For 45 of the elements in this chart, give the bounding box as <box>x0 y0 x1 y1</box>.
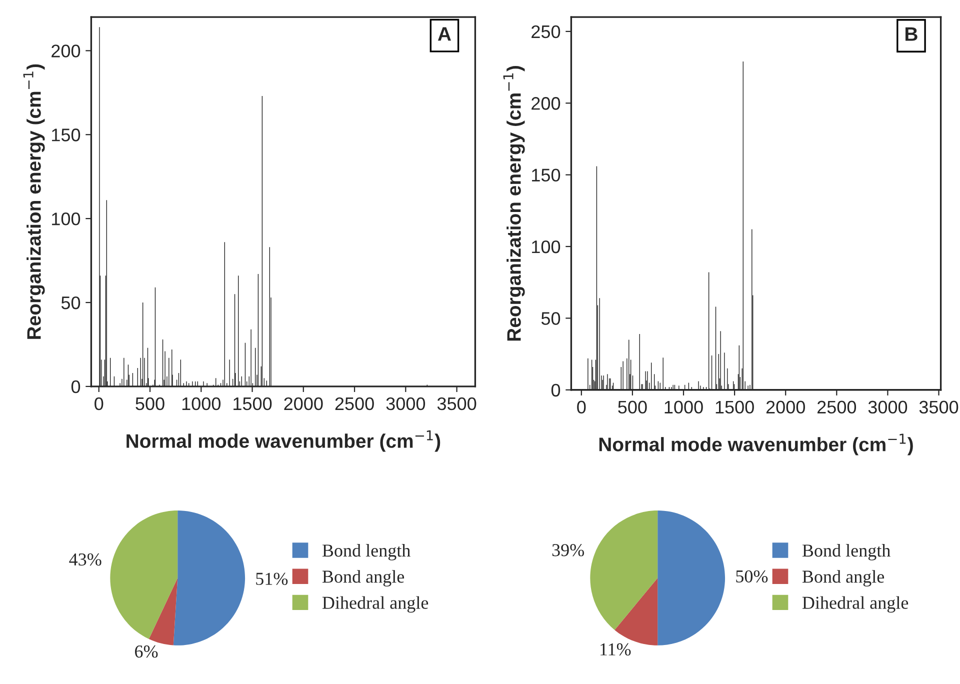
y-tick-label: 250 <box>532 25 560 38</box>
x-tick-label: 1000 <box>182 397 221 410</box>
x-axis-title: Normal mode wavenumber (cm$^{−1}$) <box>126 430 440 452</box>
y-tick-label: 150 <box>52 128 80 142</box>
y-tick-label: 200 <box>52 44 80 58</box>
x-tick-label: 1500 <box>234 397 272 410</box>
x-tick-label: 500 <box>136 397 164 410</box>
x-tick-label: 2000 <box>766 400 805 414</box>
data-label: 43% <box>69 553 102 566</box>
legend-label: Dihedral angle <box>322 596 428 613</box>
data-label: 39% <box>552 544 584 556</box>
x-tick-label: 500 <box>618 400 647 414</box>
legend-label: Dihedral angle <box>802 596 908 613</box>
legend-label: Bond angle <box>802 570 884 587</box>
y-tick-label: 100 <box>532 240 560 254</box>
x-tick-label: 3500 <box>437 397 476 410</box>
y-tick-label: 50 <box>61 296 80 310</box>
x-tick-label: 3000 <box>386 397 426 410</box>
data-label: 50% <box>736 570 768 583</box>
y-tick-label: 0 <box>71 380 80 394</box>
x-tick-label: 0 <box>577 400 586 414</box>
x-tick-label: 2000 <box>284 397 323 410</box>
x-axis-title: Normal mode wavenumber (cm$^{−1}$) <box>599 434 913 456</box>
y-axis-title: Reorganization energy (cm$^{−1}$) <box>23 64 45 339</box>
y-tick-label: 200 <box>532 97 560 110</box>
x-tick-label: 3000 <box>868 400 908 414</box>
y-tick-label: 150 <box>532 168 560 182</box>
annotation: B <box>906 27 918 41</box>
x-tick-label: 0 <box>94 397 104 410</box>
data-label: 51% <box>256 572 288 585</box>
y-tick-label: 0 <box>551 384 560 397</box>
legend-label: Bond angle <box>322 570 404 587</box>
x-tick-label: 2500 <box>335 397 374 410</box>
y-tick-label: 50 <box>541 312 560 325</box>
data-label: 6% <box>135 645 158 658</box>
x-tick-label: 3500 <box>919 400 958 414</box>
x-tick-label: 1500 <box>716 400 754 414</box>
y-tick-label: 100 <box>52 212 80 226</box>
annotation: A <box>438 27 451 41</box>
legend-label: Bond length <box>322 544 410 560</box>
data-label: 11% <box>600 643 631 656</box>
y-axis-title: Reorganization energy (cm$^{−1}$) <box>503 66 525 341</box>
x-tick-label: 1000 <box>664 400 703 414</box>
legend-label: Bond length <box>802 544 890 560</box>
x-tick-label: 2500 <box>817 400 856 414</box>
